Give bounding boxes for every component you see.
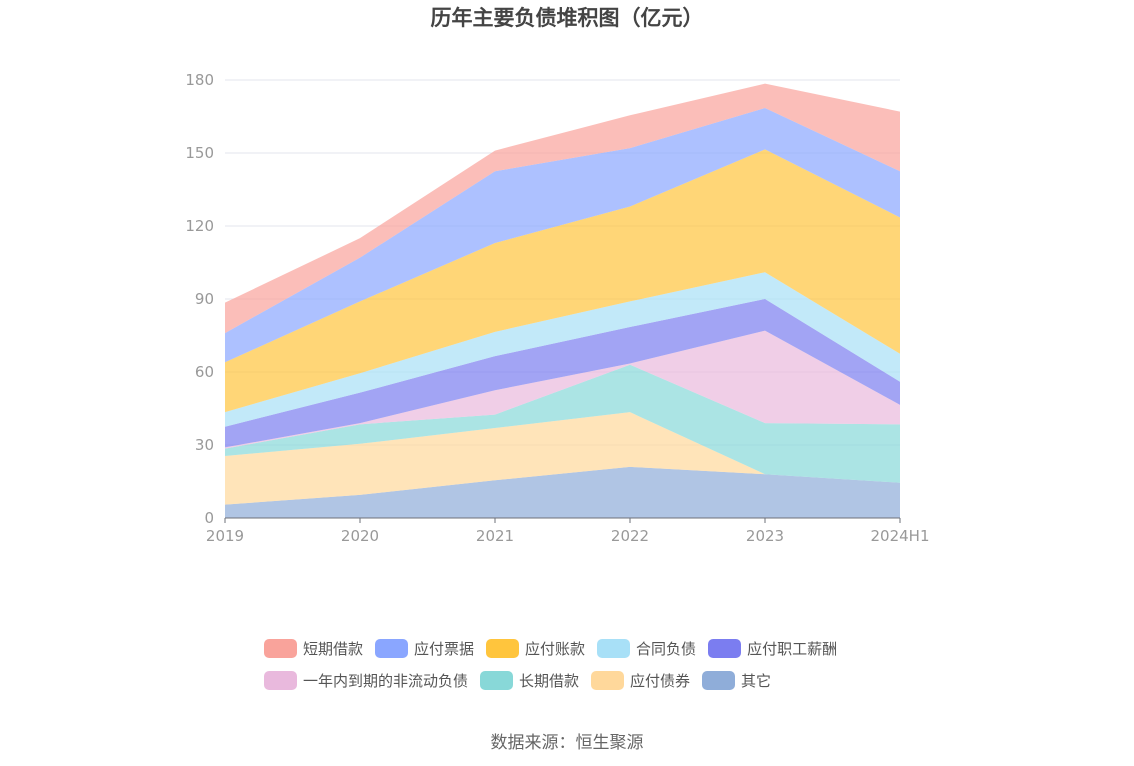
y-tick-label: 150 bbox=[185, 144, 214, 162]
legend-item[interactable]: 短期借款 bbox=[264, 638, 363, 659]
legend-label: 长期借款 bbox=[519, 671, 580, 690]
area-series-0 bbox=[225, 466, 900, 518]
x-tick-label: 2024H1 bbox=[871, 527, 930, 545]
x-tick-label: 2022 bbox=[611, 527, 649, 545]
area-series-1 bbox=[225, 412, 900, 505]
legend-label: 应付票据 bbox=[414, 639, 475, 658]
y-tick-label: 30 bbox=[195, 436, 214, 454]
y-tick-label: 0 bbox=[204, 509, 214, 527]
legend-item[interactable]: 应付债券 bbox=[591, 670, 690, 691]
legend-swatch bbox=[264, 670, 297, 690]
legend-swatch bbox=[486, 638, 520, 658]
x-tick-label: 2023 bbox=[746, 527, 784, 545]
legend-swatch bbox=[264, 638, 297, 658]
area-series-3 bbox=[225, 330, 900, 449]
x-tick-label: 2021 bbox=[476, 527, 514, 545]
data-source-note: 数据来源：恒生聚源 bbox=[490, 733, 644, 753]
legend-label: 其它 bbox=[741, 671, 772, 690]
y-tick-label: 60 bbox=[195, 363, 214, 381]
legend-swatch bbox=[597, 638, 631, 658]
area-series-2 bbox=[225, 364, 900, 483]
legend-item[interactable]: 应付票据 bbox=[375, 638, 474, 659]
legend-row-2: 一年内到期的非流动负债 长期借款 应付债券 其它 bbox=[264, 664, 904, 696]
legend-item[interactable]: 应付职工薪酬 bbox=[708, 638, 837, 659]
y-tick-label: 180 bbox=[185, 71, 214, 89]
area-series-8 bbox=[225, 83, 900, 334]
legend-item[interactable]: 长期借款 bbox=[480, 670, 579, 691]
legend-item[interactable]: 一年内到期的非流动负债 bbox=[264, 670, 468, 691]
x-tick-label: 2019 bbox=[206, 527, 244, 545]
legend-item[interactable]: 应付账款 bbox=[486, 638, 585, 659]
legend-row-1: 短期借款 应付票据 应付账款 合同负债 应付职工薪酬 bbox=[264, 632, 904, 664]
y-tick-label: 120 bbox=[185, 217, 214, 235]
chart-legend: 短期借款 应付票据 应付账款 合同负债 应付职工薪酬 一年内到期的非流动负债 长期借款 应付… bbox=[264, 632, 904, 696]
legend-label: 短期借款 bbox=[303, 639, 364, 658]
chart-title: 历年主要负债堆积图（亿元） bbox=[430, 6, 704, 30]
legend-swatch bbox=[375, 638, 409, 658]
legend-label: 合同负债 bbox=[636, 639, 697, 658]
legend-swatch bbox=[702, 670, 736, 690]
area-series-6 bbox=[225, 149, 900, 413]
y-tick-label: 90 bbox=[195, 290, 214, 308]
legend-label: 一年内到期的非流动负债 bbox=[303, 671, 469, 690]
x-tick-label: 2020 bbox=[341, 527, 379, 545]
legend-swatch bbox=[708, 638, 742, 658]
legend-label: 应付债券 bbox=[630, 671, 691, 690]
area-series-4 bbox=[225, 299, 900, 448]
legend-swatch bbox=[591, 670, 625, 690]
legend-label: 应付账款 bbox=[525, 639, 586, 658]
legend-swatch bbox=[480, 670, 514, 690]
legend-item[interactable]: 其它 bbox=[702, 670, 771, 691]
legend-label: 应付职工薪酬 bbox=[747, 639, 838, 658]
legend-item[interactable]: 合同负债 bbox=[597, 638, 696, 659]
